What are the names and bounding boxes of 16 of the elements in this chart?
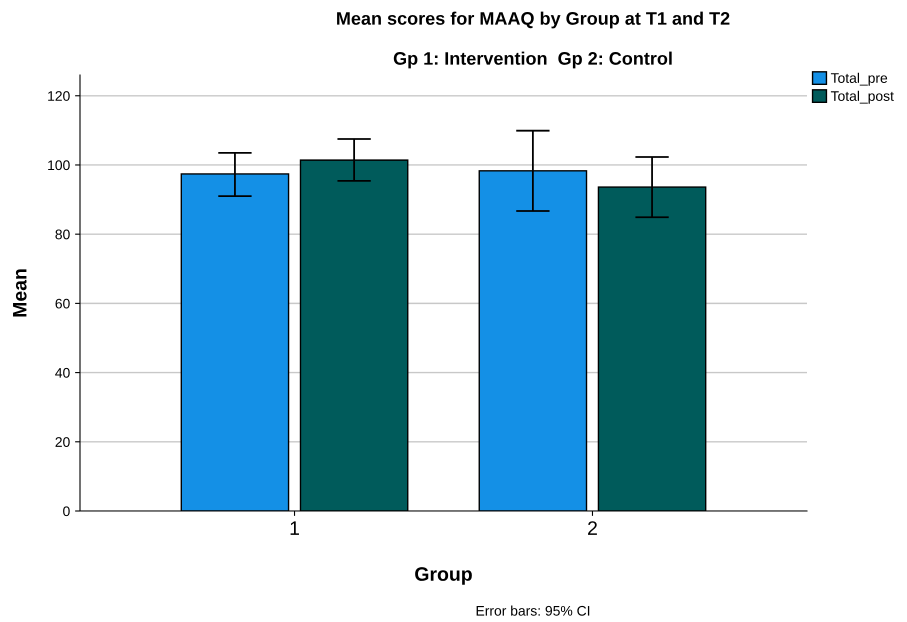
- y-tick-label: 40: [55, 368, 70, 378]
- chart-subtitle: Gp 1: Intervention Gp 2: Control: [394, 52, 672, 68]
- chart-title: Mean scores for MAAQ by Group at T1 and T2: [337, 12, 730, 28]
- text: Error bars: 95% CI: [476, 606, 590, 616]
- y-tick-label: 80: [55, 230, 70, 240]
- legend-label: Total_post: [830, 90, 894, 104]
- y-axis-title: Mean: [13, 269, 27, 317]
- y-tick-label: 100: [48, 160, 70, 170]
- y-tick-label: 0: [63, 506, 70, 516]
- x-axis-title: Group: [415, 567, 472, 585]
- x-tick-label: 2: [588, 521, 597, 535]
- x-tick-label: 1: [290, 521, 299, 535]
- y-tick-label: 60: [56, 298, 70, 309]
- y-tick-label: 20: [56, 437, 70, 447]
- y-tick-label: 120: [48, 91, 70, 101]
- legend-label: Total_pre: [830, 72, 888, 86]
